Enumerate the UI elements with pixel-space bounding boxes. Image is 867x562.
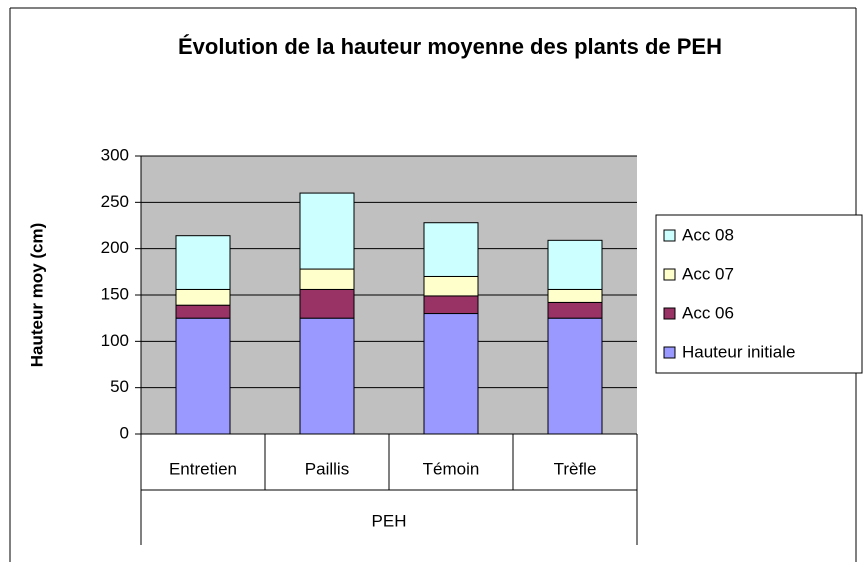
- legend-label: Acc 08: [682, 225, 734, 244]
- y-tick-label: 300: [101, 145, 129, 164]
- y-tick-label: 0: [120, 423, 129, 442]
- x-tick-label: Témoin: [423, 459, 480, 478]
- x-tick-label: Paillis: [305, 459, 349, 478]
- y-axis-title: Hauteur moy (cm): [27, 223, 46, 368]
- legend-label: Hauteur initiale: [682, 342, 795, 361]
- chart-title: Évolution de la hauteur moyenne des plan…: [178, 34, 722, 59]
- bar-segment: [175, 288, 231, 306]
- bar-segment: [423, 313, 479, 435]
- legend-swatch: [663, 268, 676, 281]
- bar-segment: [299, 317, 355, 435]
- legend-swatch: [663, 346, 676, 359]
- bar-segment: [423, 222, 479, 277]
- bar-segment: [547, 288, 603, 303]
- y-tick-label: 250: [101, 192, 129, 211]
- legend-swatch: [663, 229, 676, 242]
- bar-segment: [299, 192, 355, 270]
- y-tick-label: 50: [110, 377, 129, 396]
- legend-box: [655, 214, 863, 374]
- y-tick-label: 150: [101, 284, 129, 303]
- x-tick-label: Entretien: [169, 459, 237, 478]
- legend-label: Acc 07: [682, 264, 734, 283]
- legend-swatch: [663, 307, 676, 320]
- bar-segment: [175, 235, 231, 290]
- bar-segment: [547, 317, 603, 435]
- bar-segment: [299, 268, 355, 290]
- x-tick-label: Trèfle: [554, 459, 597, 478]
- bar-segment: [423, 295, 479, 315]
- bar-segment: [299, 288, 355, 319]
- bar-segment: [547, 301, 603, 319]
- y-tick-label: 200: [101, 238, 129, 257]
- bar-segment: [547, 239, 603, 290]
- bar-segment: [175, 317, 231, 435]
- bar-segment: [175, 304, 231, 319]
- legend-label: Acc 06: [682, 303, 734, 322]
- bar-segment: [423, 275, 479, 297]
- group-label: PEH: [372, 511, 407, 530]
- y-tick-label: 100: [101, 331, 129, 350]
